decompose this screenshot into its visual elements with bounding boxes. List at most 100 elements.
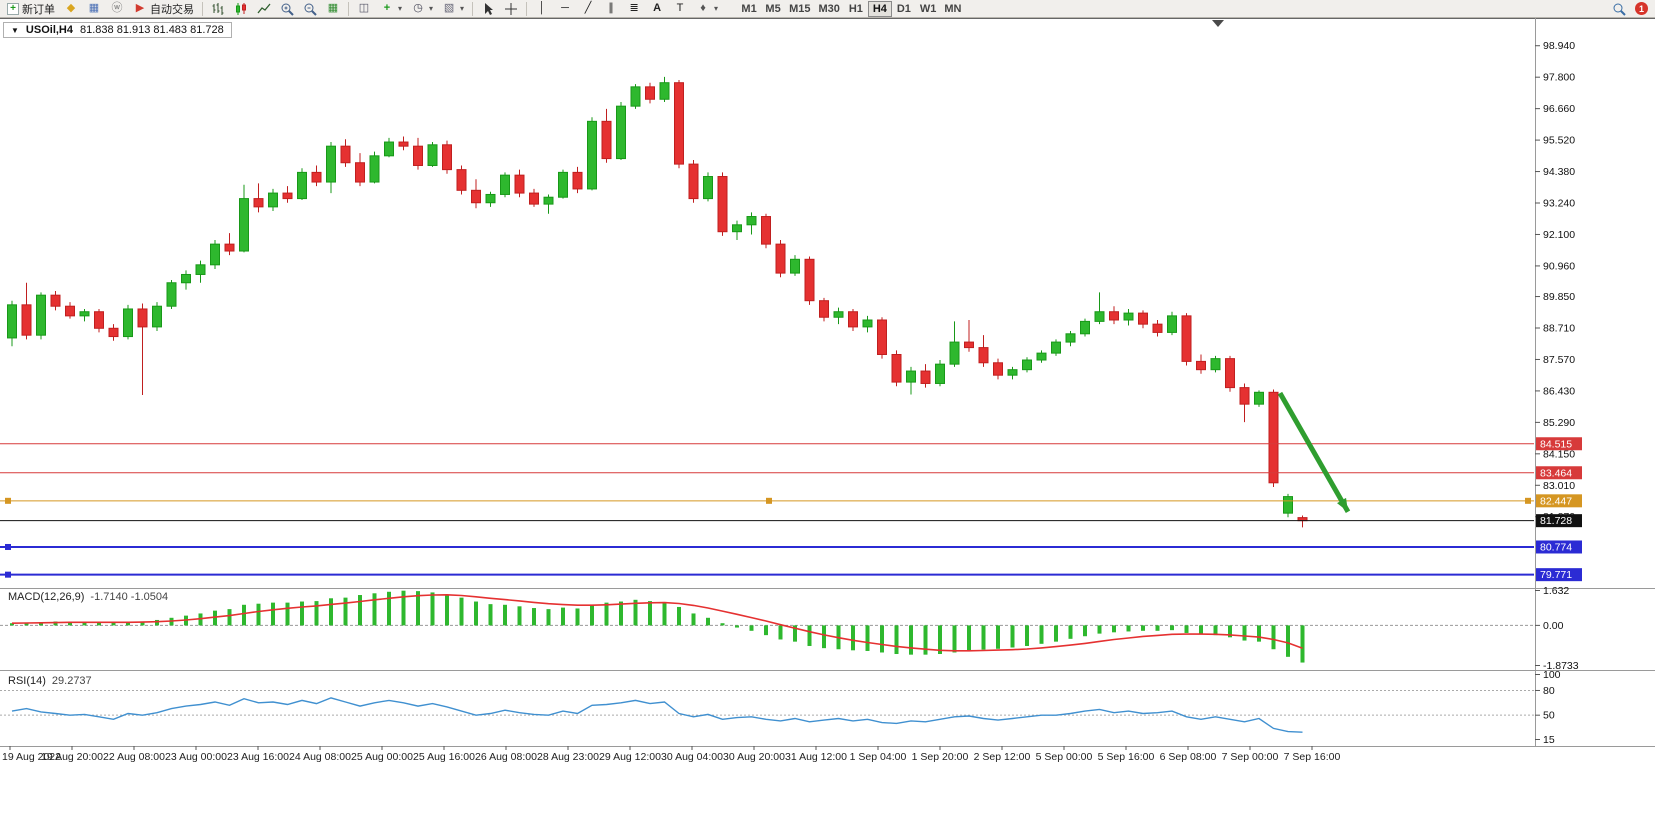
candle-body (268, 192, 278, 208)
community-button[interactable]: ⓦ (106, 1, 128, 17)
candle-body (210, 243, 220, 266)
svg-text:5 Sep 16:00: 5 Sep 16:00 (1098, 751, 1155, 763)
timeframe-mn-button[interactable]: MN (940, 1, 965, 17)
symbol-period-label: USOil,H4 (25, 24, 73, 36)
text-tool-button[interactable]: A (646, 1, 668, 17)
charts-window-button[interactable]: ▦ (83, 1, 105, 17)
search-button[interactable] (1608, 1, 1630, 17)
tile-windows-button[interactable]: ▦ (322, 1, 344, 17)
svg-text:7 Sep 16:00: 7 Sep 16:00 (1284, 751, 1341, 763)
candle-body (1007, 369, 1018, 376)
horizontal-line-icon: ─ (561, 2, 569, 14)
arrange-windows-button[interactable]: ◫ (353, 1, 375, 17)
main-toolbar: + 新订单 ◆ ▦ ⓦ ▶ 自动交易 ▦ ◫ + ▾ ◷ ▾ ▧ ▾ │ ─ ╱ ∥ … (0, 0, 1655, 18)
candle-body (877, 319, 887, 355)
cursor-tool-button[interactable] (477, 1, 499, 17)
candle-body (790, 258, 800, 274)
timeframe-h1-button[interactable]: H1 (844, 1, 868, 17)
rsi-panel-label: RSI(14) 29.2737 (6, 675, 94, 687)
candle-body (166, 282, 177, 307)
bar-chart-mode-button[interactable] (207, 1, 229, 17)
shapes-tool-button[interactable]: ♦ ▾ (692, 1, 722, 17)
line-handle[interactable] (5, 571, 11, 578)
candle-body (326, 145, 336, 183)
candle-body (1138, 312, 1148, 325)
crosshair-tool-button[interactable] (500, 1, 522, 17)
svg-text:89.850: 89.850 (1543, 291, 1575, 303)
svg-text:79.771: 79.771 (1540, 569, 1572, 581)
new-order-label: 新订单 (22, 3, 55, 16)
timeframe-w1-button[interactable]: W1 (916, 1, 941, 17)
candle-body (746, 216, 757, 226)
rsi-scale[interactable]: 100 80 50 15 (1535, 669, 1561, 746)
line-chart-mode-button[interactable] (253, 1, 275, 17)
candle-body (601, 120, 612, 160)
line-handle[interactable] (5, 497, 11, 504)
zoom-out-button[interactable] (299, 1, 321, 17)
period-button[interactable]: ◷ ▾ (407, 1, 437, 17)
template-button[interactable]: ▧ ▾ (438, 1, 468, 17)
symbol-info-box[interactable]: ▼ USOil,H4 81.838 81.913 81.483 81.728 (3, 22, 232, 38)
svg-text:22 Aug 08:00: 22 Aug 08:00 (103, 751, 165, 763)
timeframe-h4-button[interactable]: H4 (867, 0, 892, 17)
candle-body (427, 144, 438, 166)
chevron-down-icon: ▾ (460, 4, 465, 13)
svg-text:83.464: 83.464 (1540, 467, 1572, 479)
shapes-icon: ♦ (700, 2, 706, 14)
chevron-down-icon: ▾ (714, 4, 719, 13)
zoom-in-button[interactable] (276, 1, 298, 17)
candle-body (21, 304, 32, 336)
svg-text:24 Aug 08:00: 24 Aug 08:00 (289, 751, 351, 763)
auto-trading-button[interactable]: ▶ 自动交易 (129, 1, 198, 17)
zoom-in-icon (281, 3, 294, 16)
candle-body (862, 319, 873, 328)
svg-text:23 Aug 00:00: 23 Aug 00:00 (165, 751, 227, 763)
candle-body (1268, 391, 1279, 484)
zoom-out-icon (304, 3, 317, 16)
label-tool-button[interactable]: T (669, 1, 691, 17)
candle-body (833, 311, 844, 318)
candle-body (1283, 496, 1293, 514)
horizontal-line-tool-button[interactable]: ─ (554, 1, 576, 17)
market-watch-button[interactable]: ◆ (60, 1, 82, 17)
candle-body (514, 174, 525, 194)
macd-scale[interactable]: 1.632 0.00 -1.8733 (1535, 585, 1579, 672)
notifications-button[interactable]: 1 (1631, 1, 1652, 17)
candle-body (848, 311, 858, 328)
timeframe-m15-button[interactable]: M15 (785, 1, 814, 17)
toolbar-separator (472, 1, 474, 16)
chevron-down-icon: ▾ (398, 4, 403, 13)
trendline-tool-button[interactable]: ╱ (577, 1, 599, 17)
trendline-icon: ╱ (584, 2, 592, 14)
candle-body (1080, 320, 1090, 335)
channel-tool-button[interactable]: ∥ (600, 1, 622, 17)
candle-body (355, 162, 365, 183)
line-handle[interactable] (766, 497, 772, 504)
price-chart-canvas[interactable]: 98.940 97.800 96.660 95.520 94.380 93.240 92.1… (0, 18, 1655, 814)
timeframe-m30-button[interactable]: M30 (814, 1, 843, 17)
candlestick-mode-button[interactable] (230, 1, 252, 17)
svg-text:92.100: 92.100 (1543, 229, 1575, 241)
vertical-line-tool-button[interactable]: │ (531, 1, 553, 17)
price-badge-79.771 (1536, 568, 1582, 582)
svg-text:80.774: 80.774 (1540, 541, 1572, 553)
svg-text:28 Aug 23:00: 28 Aug 23:00 (537, 751, 599, 763)
candle-body (1239, 387, 1250, 405)
candle-body (1254, 391, 1264, 405)
candle-body (891, 353, 902, 383)
timeframe-m5-button[interactable]: M5 (761, 1, 785, 17)
chart-shift-marker[interactable] (1212, 20, 1224, 27)
line-handle[interactable] (1525, 497, 1531, 504)
add-indicator-button[interactable]: + ▾ (376, 1, 406, 17)
notification-badge-icon: 1 (1635, 2, 1648, 15)
price-scale[interactable]: 98.940 97.800 96.660 95.520 94.380 93.240 92.1… (1535, 40, 1575, 523)
timeframe-d1-button[interactable]: D1 (892, 1, 916, 17)
line-handle[interactable] (5, 543, 11, 550)
new-order-button[interactable]: + 新订单 (3, 1, 59, 17)
trend-arrow[interactable] (1277, 391, 1351, 514)
timeframe-m1-button[interactable]: M1 (737, 1, 761, 17)
fibonacci-tool-button[interactable]: ≣ (623, 1, 645, 17)
candle-body (775, 243, 786, 274)
toolbar-separator (526, 1, 528, 16)
